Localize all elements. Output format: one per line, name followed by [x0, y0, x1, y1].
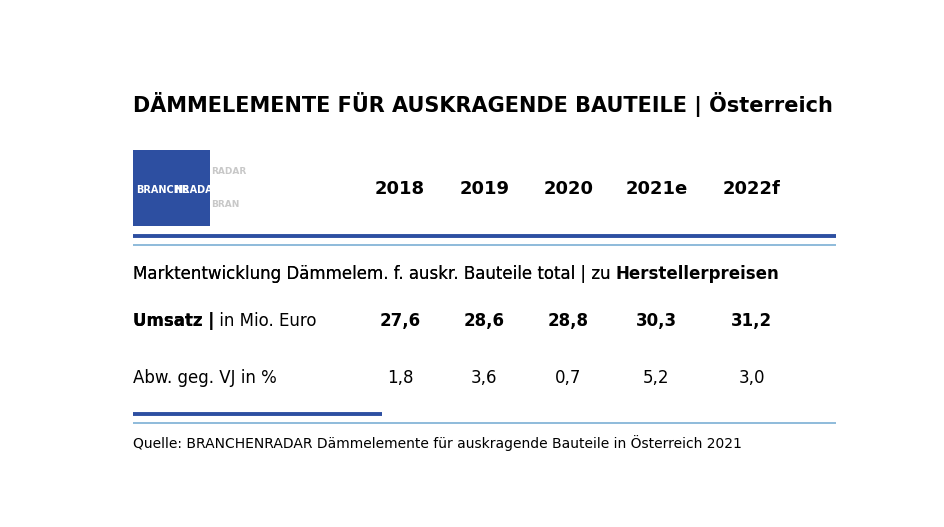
Text: 2022f: 2022f — [722, 180, 780, 198]
Text: 30,3: 30,3 — [635, 312, 676, 330]
Text: 28,6: 28,6 — [464, 312, 504, 330]
Text: 5,2: 5,2 — [643, 369, 669, 387]
Text: Umsatz |: Umsatz | — [132, 312, 214, 330]
Text: 28,8: 28,8 — [548, 312, 588, 330]
Text: 2019: 2019 — [459, 180, 509, 198]
Text: Marktentwicklung Dämmelem. f. auskr. Bauteile total | zu: Marktentwicklung Dämmelem. f. auskr. Bau… — [132, 265, 615, 283]
Text: 27,6: 27,6 — [379, 312, 420, 330]
Text: Umsatz |: Umsatz | — [132, 312, 214, 330]
Text: 2018: 2018 — [375, 180, 425, 198]
Text: 2020: 2020 — [543, 180, 593, 198]
Text: BRAN: BRAN — [211, 200, 239, 209]
Text: 1,8: 1,8 — [386, 369, 413, 387]
FancyBboxPatch shape — [132, 151, 210, 226]
Text: 0,7: 0,7 — [555, 369, 582, 387]
Text: Herstellerpreisen: Herstellerpreisen — [615, 265, 779, 283]
Text: Quelle: BRANCHENRADAR Dämmelemente für auskragende Bauteile in Österreich 2021: Quelle: BRANCHENRADAR Dämmelemente für a… — [132, 435, 741, 451]
Text: Marktentwicklung Dämmelem. f. auskr. Bauteile total | zu: Marktentwicklung Dämmelem. f. auskr. Bau… — [132, 265, 615, 283]
Text: 3,0: 3,0 — [737, 369, 764, 387]
Text: in Mio. Euro: in Mio. Euro — [214, 312, 316, 330]
Text: BRANCHE: BRANCHE — [136, 184, 188, 194]
Text: RADAR: RADAR — [211, 167, 246, 176]
Text: Abw. geg. VJ in %: Abw. geg. VJ in % — [132, 369, 277, 387]
Text: NRADAR: NRADAR — [174, 184, 220, 194]
Text: 3,6: 3,6 — [470, 369, 497, 387]
Text: DÄMMELEMENTE FÜR AUSKRAGENDE BAUTEILE | Österreich: DÄMMELEMENTE FÜR AUSKRAGENDE BAUTEILE | … — [132, 92, 832, 116]
Text: 2021e: 2021e — [625, 180, 687, 198]
Text: 31,2: 31,2 — [731, 312, 771, 330]
